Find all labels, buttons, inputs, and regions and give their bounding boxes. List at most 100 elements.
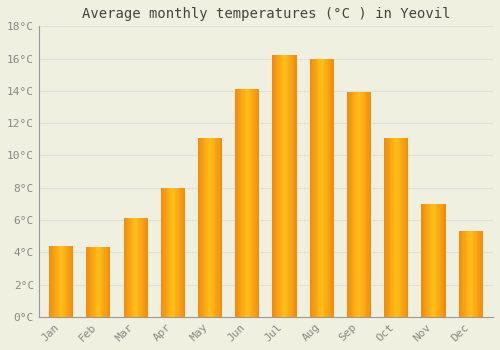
Bar [246,89,248,317]
Bar [258,89,260,317]
Bar [366,92,368,317]
Bar [430,204,431,317]
Bar [101,247,102,317]
Bar [442,204,443,317]
Bar [236,89,238,317]
Bar [124,218,126,317]
Bar [287,55,288,317]
Bar [254,89,256,317]
Bar [276,55,278,317]
Bar [407,138,408,317]
Bar [468,231,469,317]
Bar [56,246,58,317]
Bar [67,246,68,317]
Bar [294,55,296,317]
Bar [86,247,88,317]
Bar [178,188,179,317]
Bar [138,218,139,317]
Bar [60,246,61,317]
Bar [200,138,202,317]
Bar [166,188,167,317]
Bar [126,218,127,317]
Bar [478,231,479,317]
Bar [198,138,199,317]
Bar [240,89,242,317]
Bar [140,218,141,317]
Bar [55,246,56,317]
Bar [272,55,274,317]
Bar [137,218,138,317]
Bar [199,138,200,317]
Bar [142,218,143,317]
Bar [318,58,320,317]
Bar [406,138,407,317]
Bar [209,138,210,317]
Bar [58,246,60,317]
Bar [216,138,218,317]
Bar [68,246,70,317]
Bar [88,247,90,317]
Bar [257,89,258,317]
Bar [100,247,101,317]
Bar [256,89,257,317]
Bar [235,89,236,317]
Bar [205,138,206,317]
Bar [52,246,54,317]
Bar [278,55,280,317]
Bar [402,138,404,317]
Bar [474,231,476,317]
Bar [221,138,222,317]
Bar [168,188,169,317]
Bar [162,188,163,317]
Bar [91,247,92,317]
Bar [364,92,365,317]
Bar [70,246,71,317]
Bar [215,138,216,317]
Bar [388,138,389,317]
Bar [284,55,286,317]
Bar [128,218,130,317]
Bar [251,89,252,317]
Bar [396,138,398,317]
Bar [144,218,146,317]
Bar [440,204,442,317]
Bar [204,138,205,317]
Bar [316,58,317,317]
Bar [317,58,318,317]
Bar [461,231,462,317]
Bar [332,58,334,317]
Bar [353,92,354,317]
Bar [362,92,364,317]
Bar [132,218,133,317]
Bar [365,92,366,317]
Bar [218,138,220,317]
Bar [398,138,400,317]
Bar [96,247,97,317]
Bar [477,231,478,317]
Bar [97,247,98,317]
Bar [281,55,282,317]
Bar [127,218,128,317]
Bar [288,55,290,317]
Bar [170,188,172,317]
Bar [94,247,96,317]
Bar [49,246,50,317]
Bar [172,188,173,317]
Bar [330,58,332,317]
Bar [220,138,221,317]
Bar [462,231,464,317]
Bar [66,246,67,317]
Bar [480,231,482,317]
Bar [329,58,330,317]
Bar [467,231,468,317]
Bar [358,92,359,317]
Bar [444,204,446,317]
Bar [394,138,395,317]
Bar [245,89,246,317]
Bar [274,55,275,317]
Bar [72,246,73,317]
Bar [174,188,176,317]
Bar [179,188,180,317]
Bar [239,89,240,317]
Bar [352,92,353,317]
